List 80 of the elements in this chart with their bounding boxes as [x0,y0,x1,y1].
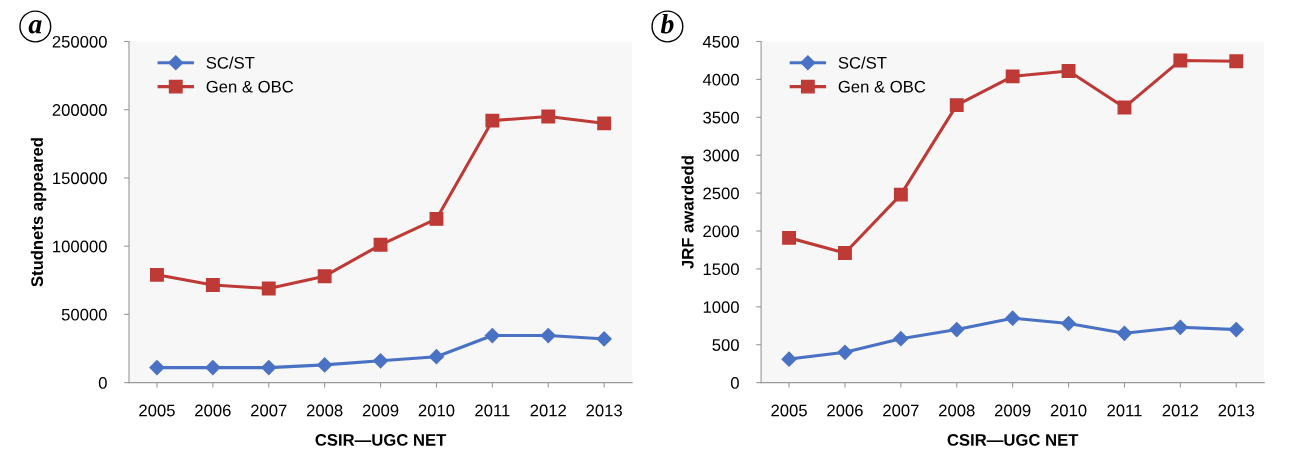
y-tick-label: 1000 [703,301,739,314]
point [540,327,556,344]
y-axis-title: JRF awardedd [681,156,694,269]
x-tick-label: 2009 [994,404,1031,417]
y-tick-label: 4500 [702,35,739,48]
point [261,281,276,296]
point [1005,310,1021,326]
x-tick-label: 2013 [586,404,622,417]
legend-label: Gen & OBC [838,80,926,93]
point [150,267,164,282]
x-tick-label: 2012 [530,404,566,417]
point [373,237,388,252]
x-axis-title: CSIR—UGC NET [947,434,1079,446]
y-tick-label: 3500 [703,111,739,124]
y-tick-label: 500 [712,339,739,351]
y-tick-label: 250000 [52,35,107,48]
legend-label: Gen & OBC [206,80,294,93]
y-tick-label: 0 [98,377,107,389]
point [781,351,797,367]
y-tick-label: 2500 [703,187,739,200]
point [893,187,908,202]
chart-title: b [660,13,674,34]
point [205,360,221,376]
y-tick-label: 100000 [53,240,107,253]
point [949,321,965,338]
chart-title: a [28,20,42,34]
x-tick-label: 2005 [771,404,807,417]
y-tick-label: 0 [730,377,739,389]
point [782,230,796,245]
point [1172,319,1188,335]
point [485,113,500,128]
y-axis-title: Studnets appeared [30,138,47,287]
legend-label: SC/ST [206,56,255,69]
x-tick-label: 2011 [1107,404,1142,417]
point [428,349,445,365]
point [1173,53,1188,68]
x-tick-label: 2008 [306,404,343,417]
x-tick-label: 2013 [1218,404,1255,417]
point [205,278,220,293]
x-tick-label: 2010 [1050,404,1087,417]
point [484,327,500,344]
point [596,331,612,347]
y-tick-label: 1500 [703,263,739,276]
point [372,353,389,369]
y-tick-label: 150000 [53,172,107,185]
point [893,331,909,347]
point [149,360,165,376]
y-tick-label: 50000 [61,308,107,321]
x-tick-label: 2012 [1162,404,1199,417]
x-tick-label: 2010 [418,404,455,417]
y-tick-label: 200000 [52,104,107,116]
point [429,211,444,226]
legend-label: SC/ST [838,56,887,69]
y-tick-label: 4000 [702,73,739,86]
point [1060,315,1077,332]
y-tick-label: 2000 [703,225,739,238]
point [597,116,612,131]
point [1061,64,1076,79]
x-tick-label: 2008 [939,404,975,417]
point [1229,54,1244,69]
x-tick-label: 2009 [362,404,399,417]
point [541,109,556,124]
y-tick-label: 3000 [703,149,739,162]
point [837,344,853,360]
point [1228,321,1244,338]
x-tick-label: 2007 [883,404,919,417]
x-tick-label: 2011 [475,404,510,417]
point [949,98,964,113]
point [1116,325,1133,341]
point [838,246,852,260]
point [1005,69,1020,84]
x-tick-label: 2007 [251,404,287,417]
x-tick-label: 2006 [827,404,863,417]
x-tick-label: 2006 [195,404,231,417]
x-tick-label: 2005 [139,404,175,417]
point [261,360,277,376]
point [317,357,333,373]
x-axis-title: CSIR—UGC NET [315,434,447,446]
point [1117,100,1132,115]
point [317,269,332,284]
